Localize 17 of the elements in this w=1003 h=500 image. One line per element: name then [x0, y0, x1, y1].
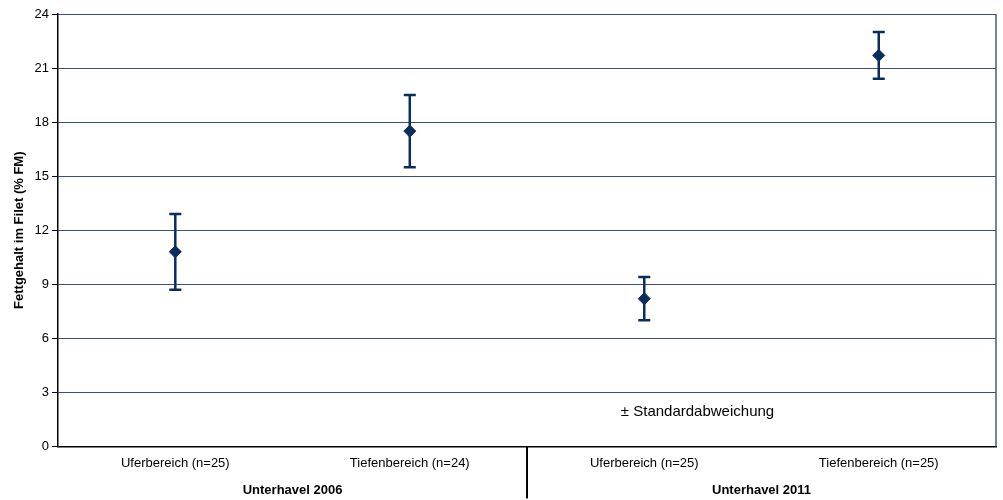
- x-tick-label: Uferbereich (n=25): [120, 454, 230, 470]
- x-tick-label: Uferbereich (n=25): [589, 454, 699, 470]
- y-tick-label: 6: [41, 329, 50, 345]
- y-tick-label: 9: [41, 275, 50, 291]
- y-tick-label: 24: [34, 5, 50, 21]
- y-axis-title: Fettgehalt im Filet (% FM): [11, 151, 27, 309]
- y-tick-label: 21: [34, 59, 50, 75]
- y-tick-label: 15: [34, 167, 50, 183]
- y-tick-label: 0: [41, 437, 50, 453]
- text: Unterhavel 2006: [242, 481, 343, 497]
- annotation: ± Standardabweichung: [620, 401, 775, 419]
- y-tick-label: 12: [34, 221, 50, 237]
- text: Unterhavel 2011: [712, 481, 812, 497]
- y-tick-label: 3: [41, 383, 50, 399]
- x-tick-label: Tiefenbereich (n=24): [349, 454, 470, 470]
- y-tick-label: 18: [34, 113, 50, 129]
- x-tick-label: Tiefenbereich (n=25): [818, 454, 939, 470]
